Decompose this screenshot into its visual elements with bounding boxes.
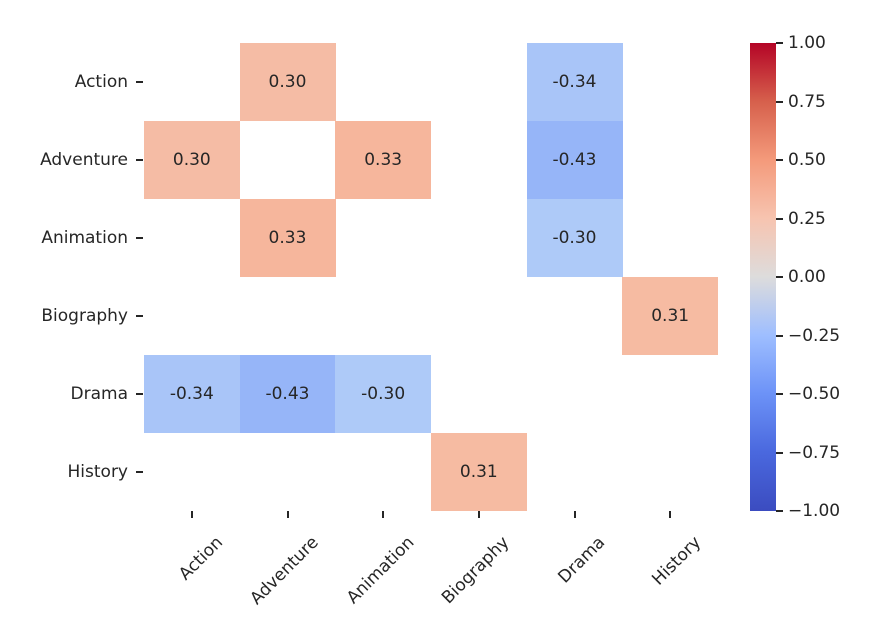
colorbar	[750, 43, 776, 511]
y-tick-label: Biography	[41, 306, 128, 326]
cell-annotation: -0.30	[552, 228, 597, 248]
cell-annotation: -0.30	[361, 384, 406, 404]
y-tick-label: Animation	[41, 228, 128, 248]
x-tick-mark	[573, 511, 576, 518]
colorbar-tick-label: −0.25	[788, 325, 841, 346]
colorbar-tick-mark	[776, 393, 783, 395]
cell-annotation: 0.30	[172, 150, 211, 170]
colorbar-tick-label: −0.75	[788, 442, 841, 463]
heatmap-cell	[526, 43, 623, 121]
x-tick-mark	[286, 511, 289, 518]
heatmap-cell	[144, 121, 241, 199]
colorbar-tick-mark	[776, 159, 783, 161]
heatmap-cell	[335, 355, 432, 433]
cell-annotation: -0.43	[265, 384, 310, 404]
masked-heatmap-cell	[239, 121, 336, 199]
y-tick-label: Action	[74, 72, 128, 92]
cell-annotation: 0.30	[268, 72, 307, 92]
heatmap-cell	[526, 121, 623, 199]
y-tick-mark	[136, 81, 143, 83]
y-tick-mark	[136, 159, 143, 161]
y-tick-label: History	[67, 462, 128, 482]
heatmap-cell	[144, 355, 241, 433]
cell-annotation: -0.34	[169, 384, 214, 404]
colorbar-tick-mark	[776, 42, 783, 44]
heatmap-cell	[526, 199, 623, 277]
cell-annotation: 0.31	[651, 306, 690, 326]
y-tick-mark	[136, 315, 143, 317]
colorbar-tick-label: 0.00	[788, 267, 826, 287]
x-tick-label: Action	[174, 532, 227, 585]
colorbar-tick-label: −0.50	[788, 384, 841, 404]
y-tick-label: Drama	[70, 384, 128, 404]
heatmap-cell	[431, 433, 528, 511]
heatmap-cell	[239, 199, 336, 277]
x-tick-label: Biography	[438, 532, 514, 608]
cell-annotation: 0.31	[459, 462, 498, 482]
colorbar-tick-mark	[776, 510, 783, 512]
colorbar-tick-label: 0.75	[788, 91, 826, 112]
x-tick-label: History	[647, 532, 705, 590]
cell-annotation: -0.34	[552, 72, 597, 92]
x-tick-label: Drama	[554, 532, 610, 588]
x-tick-label: Animation	[342, 532, 418, 609]
y-tick-mark	[136, 393, 143, 395]
x-tick-mark	[669, 511, 672, 518]
x-tick-mark	[190, 511, 193, 518]
y-tick-label: Adventure	[40, 150, 128, 170]
x-tick-label: Adventure	[245, 532, 323, 609]
colorbar-tick-mark	[776, 100, 783, 103]
colorbar-tick-label: 1.00	[788, 33, 826, 53]
cell-annotation: 0.33	[268, 228, 307, 248]
y-tick-mark	[136, 471, 143, 473]
heatmap-cell	[239, 43, 336, 121]
colorbar-tick-mark	[776, 217, 783, 220]
colorbar-tick-mark	[776, 334, 783, 337]
colorbar-tick-label: 0.50	[788, 150, 826, 170]
colorbar-tick-label: 0.25	[788, 208, 826, 229]
heatmap-cell	[239, 355, 336, 433]
colorbar-tick-label: −1.00	[788, 501, 841, 521]
cell-annotation: -0.43	[552, 150, 597, 170]
x-tick-mark	[382, 511, 385, 518]
colorbar-tick-mark	[776, 276, 783, 278]
x-tick-mark	[477, 511, 480, 518]
cell-annotation: 0.33	[364, 150, 403, 170]
y-tick-mark	[136, 237, 143, 239]
colorbar-tick-mark	[776, 451, 783, 454]
heatmap-cell	[335, 121, 432, 199]
heatmap-cell	[622, 277, 719, 355]
